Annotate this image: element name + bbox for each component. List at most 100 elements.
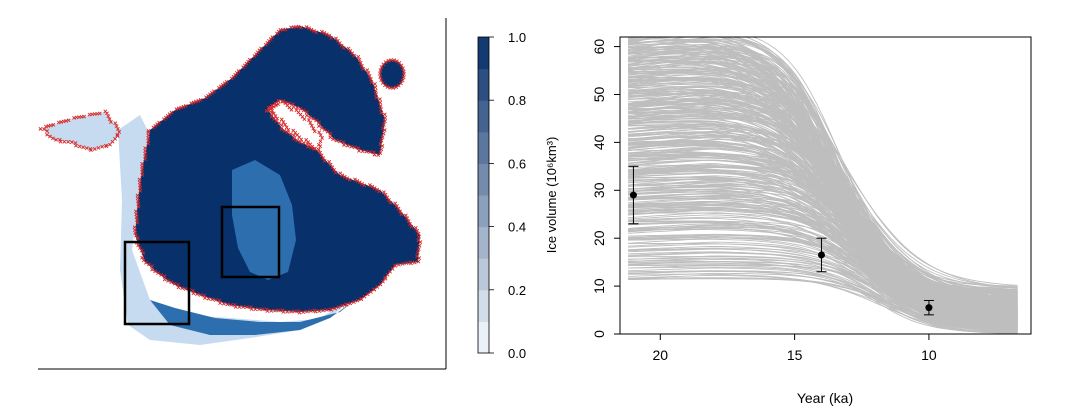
margin-mark [296, 24, 301, 29]
ensemble-line [628, 66, 1018, 298]
margin-mark [340, 303, 345, 308]
margin-mark [401, 75, 406, 80]
colorbar-step [478, 195, 489, 228]
margin-mark [378, 74, 383, 79]
margin-mark [284, 125, 289, 130]
margin-mark [283, 122, 287, 127]
margin-mark [400, 78, 405, 83]
margin-mark [394, 204, 399, 209]
margin-mark [383, 276, 388, 281]
margin-mark [140, 161, 145, 166]
margin-mark [96, 145, 101, 150]
margin-mark [268, 106, 273, 111]
margin-mark [274, 103, 278, 108]
margin-mark [355, 179, 360, 183]
margin-mark [394, 59, 399, 64]
margin-mark [105, 111, 109, 116]
margin-mark [298, 106, 303, 111]
margin-mark [316, 124, 321, 128]
margin-mark [356, 146, 361, 151]
margin-mark [381, 279, 385, 284]
margin-mark [342, 142, 346, 147]
margin-mark [385, 272, 390, 277]
ensemble-line [628, 192, 1018, 328]
margin-mark [396, 262, 401, 267]
margin-mark [348, 301, 353, 306]
margin-mark [381, 190, 386, 195]
ensemble-line [628, 189, 1018, 324]
margin-mark [352, 53, 357, 58]
margin-mark [221, 301, 226, 306]
margin-mark [45, 129, 49, 133]
colorbar-tick-label: 0.4 [508, 220, 526, 235]
margin-mark [385, 85, 390, 89]
margin-mark [415, 228, 420, 233]
margin-mark [408, 260, 413, 265]
ensemble-line [628, 46, 1018, 308]
margin-mark [381, 131, 386, 136]
margin-mark [318, 150, 323, 155]
margin-mark [417, 256, 422, 260]
margin-mark [377, 97, 382, 102]
margin-mark [379, 138, 384, 143]
ensemble-line [628, 259, 1018, 330]
ensemble-line [628, 159, 1018, 309]
margin-mark [237, 305, 242, 309]
margin-mark [260, 307, 265, 312]
ensemble-line [628, 248, 1018, 332]
margin-mark [312, 28, 316, 33]
margin-mark [305, 142, 310, 146]
plot-frame [619, 36, 1032, 335]
margin-mark [150, 267, 155, 272]
margin-mark [273, 114, 278, 118]
margin-mark [309, 123, 314, 128]
margin-mark [318, 139, 323, 144]
margin-mark [382, 112, 387, 117]
margin-mark [371, 150, 376, 155]
margin-mark [301, 141, 306, 145]
margin-mark [324, 307, 329, 312]
margin-mark [374, 92, 379, 97]
ensemble-line [628, 217, 1018, 323]
margin-mark [320, 136, 325, 140]
margin-mark [378, 100, 383, 105]
margin-mark [69, 140, 74, 145]
colorbar-tick-label: 0.6 [508, 156, 526, 171]
margin-mark [141, 251, 146, 256]
margin-mark [341, 46, 346, 50]
margin-mark [382, 119, 387, 124]
margin-mark [352, 145, 357, 150]
margin-mark [308, 120, 313, 125]
margin-mark [295, 138, 300, 143]
margin-mark [367, 74, 372, 79]
margin-mark [379, 65, 384, 69]
margin-mark [385, 195, 390, 200]
margin-mark [398, 209, 402, 214]
margin-mark [304, 110, 309, 114]
margin-mark [329, 35, 334, 40]
margin-mark [307, 26, 311, 31]
margin-mark [212, 89, 216, 94]
margin-mark [337, 139, 342, 144]
ensemble-line [628, 70, 1018, 290]
margin-mark [314, 118, 319, 123]
colorbar-tick-label: 0.2 [508, 283, 526, 298]
colorbar-label: Ice volume (10⁶km³) [544, 137, 559, 254]
margin-mark [229, 302, 234, 307]
margin-mark [379, 110, 384, 115]
y-tick-label: 40 [591, 134, 607, 150]
margin-mark [359, 63, 364, 68]
margin-mark [273, 101, 278, 106]
margin-mark [345, 176, 350, 181]
margin-mark [302, 117, 307, 122]
x-axis-label: Year (ka) [797, 390, 853, 406]
margin-mark [113, 136, 118, 141]
margin-mark [298, 140, 303, 145]
margin-mark [378, 282, 383, 287]
margin-mark [134, 233, 138, 238]
margin-mark [357, 57, 362, 62]
margin-mark [108, 142, 112, 147]
margin-mark [109, 120, 113, 124]
observation-points [628, 165, 934, 316]
y-tick-label: 20 [591, 230, 607, 246]
